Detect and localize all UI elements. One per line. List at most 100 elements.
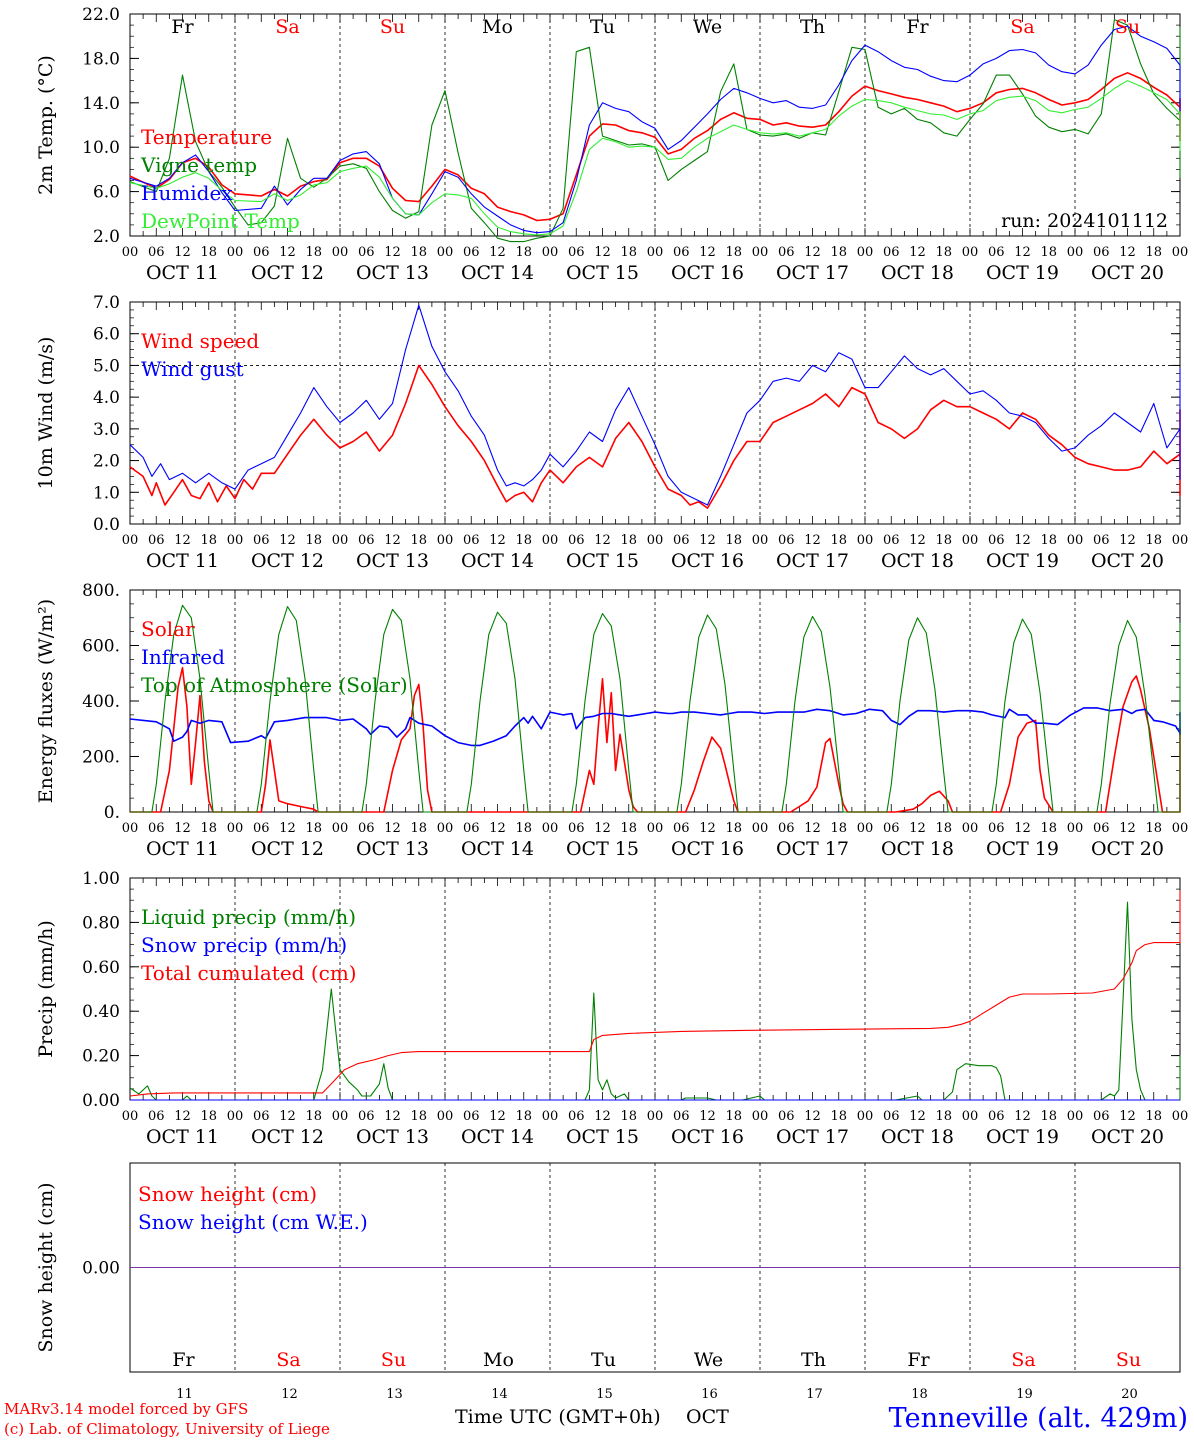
- hour-tick-label: 12: [804, 821, 821, 836]
- weekday-label-bottom: Tu: [591, 1349, 616, 1371]
- date-label: OCT 18: [881, 838, 954, 860]
- lab-credit: (c) Lab. of Climatology, University of L…: [4, 1420, 330, 1438]
- weekday-label-bottom: Sa: [276, 1349, 300, 1371]
- hour-tick-label: 18: [620, 821, 637, 836]
- hour-tick-label: 00: [227, 1109, 244, 1124]
- hour-tick-label: 18: [515, 245, 532, 260]
- date-label: OCT 15: [566, 838, 639, 860]
- y-tick-label: 0.20: [82, 1047, 120, 1067]
- date-label: OCT 19: [986, 838, 1059, 860]
- y-tick-label: 2.0: [93, 227, 120, 247]
- legend-entry: Snow height (cm W.E.): [138, 1210, 368, 1234]
- hour-tick-label: 00: [962, 245, 979, 260]
- hour-tick-label: 18: [200, 1109, 217, 1124]
- series-line-top-of-atmosphere-solar-: [130, 604, 1181, 813]
- hour-tick-label: 18: [620, 245, 637, 260]
- day-number-label: 16: [701, 1387, 718, 1402]
- hour-tick-label: 18: [725, 821, 742, 836]
- hour-tick-label: 00: [437, 533, 454, 548]
- hour-tick-label: 12: [174, 533, 191, 548]
- hour-tick-label: 12: [279, 245, 296, 260]
- hour-tick-label: 12: [384, 1109, 401, 1124]
- date-label: OCT 13: [356, 262, 429, 284]
- y-tick-label: 14.0: [82, 94, 120, 114]
- hour-tick-label: 06: [148, 1109, 165, 1124]
- hour-tick-label: 06: [148, 821, 165, 836]
- hour-tick-label: 18: [935, 821, 952, 836]
- hour-tick-label: 12: [279, 533, 296, 548]
- hour-tick-label: 06: [673, 533, 690, 548]
- date-label: OCT 18: [881, 550, 954, 572]
- hour-tick-label: 06: [568, 1109, 585, 1124]
- hour-tick-label: 00: [1172, 821, 1189, 836]
- hour-tick-label: 06: [463, 533, 480, 548]
- hour-tick-label: 12: [1014, 821, 1031, 836]
- date-label: OCT 16: [671, 838, 744, 860]
- hour-tick-label: 06: [253, 821, 270, 836]
- hour-tick-label: 00: [437, 1109, 454, 1124]
- weekday-label-bottom: Su: [381, 1349, 406, 1371]
- date-label: OCT 17: [776, 262, 849, 284]
- hour-tick-label: 06: [358, 245, 375, 260]
- weekday-label-bottom: Fr: [172, 1349, 195, 1371]
- hour-tick-label: 00: [1172, 1109, 1189, 1124]
- y-tick-label: 7.0: [93, 293, 120, 313]
- hour-tick-label: 06: [358, 821, 375, 836]
- day-number-label: 20: [1121, 1387, 1138, 1402]
- hour-tick-label: 00: [1067, 1109, 1084, 1124]
- hour-tick-label: 00: [542, 821, 559, 836]
- date-label: OCT 11: [146, 550, 219, 572]
- y-tick-label: 0.0: [93, 515, 120, 535]
- hour-tick-label: 00: [227, 533, 244, 548]
- weekday-label: Su: [1115, 16, 1140, 38]
- hour-tick-label: 00: [437, 821, 454, 836]
- hour-tick-label: 12: [804, 533, 821, 548]
- hour-tick-label: 06: [463, 821, 480, 836]
- legend-entry: Infrared: [141, 645, 225, 669]
- hour-tick-label: 00: [1067, 533, 1084, 548]
- hour-tick-label: 00: [752, 1109, 769, 1124]
- weekday-label: Mo: [482, 16, 513, 38]
- hour-tick-label: 12: [174, 245, 191, 260]
- y-tick-label: 1.00: [82, 869, 120, 889]
- day-number-label: 15: [596, 1387, 613, 1402]
- date-label: OCT 12: [251, 550, 324, 572]
- hour-tick-label: 06: [568, 245, 585, 260]
- hour-tick-label: 18: [410, 1109, 427, 1124]
- date-label: OCT 18: [881, 1126, 954, 1148]
- date-label: OCT 14: [461, 1126, 534, 1148]
- date-label: OCT 15: [566, 262, 639, 284]
- hour-tick-label: 18: [305, 821, 322, 836]
- hour-tick-label: 12: [594, 245, 611, 260]
- y-tick-label: 2.0: [93, 452, 120, 472]
- hour-tick-label: 00: [542, 245, 559, 260]
- hour-tick-label: 18: [725, 1109, 742, 1124]
- hour-tick-label: 06: [1093, 1109, 1110, 1124]
- run-label: run: 2024101112: [1001, 210, 1168, 232]
- hour-tick-label: 06: [988, 1109, 1005, 1124]
- date-label: OCT 14: [461, 262, 534, 284]
- y-tick-label: 6.0: [93, 183, 120, 203]
- x-axis-month: OCT: [686, 1406, 729, 1428]
- y-tick-label: 22.0: [82, 5, 120, 25]
- hour-tick-label: 12: [909, 533, 926, 548]
- hour-tick-label: 18: [830, 245, 847, 260]
- date-label: OCT 19: [986, 262, 1059, 284]
- hour-tick-label: 12: [909, 245, 926, 260]
- y-tick-label: 0.60: [82, 958, 120, 978]
- hour-tick-label: 18: [200, 245, 217, 260]
- hour-tick-label: 12: [279, 821, 296, 836]
- legend-entry: Vigne temp: [140, 153, 257, 177]
- date-label: OCT 12: [251, 838, 324, 860]
- legend-entry: Wind gust: [141, 357, 244, 381]
- hour-tick-label: 06: [463, 1109, 480, 1124]
- hour-tick-label: 18: [1145, 821, 1162, 836]
- y-tick-label: 0.80: [82, 913, 120, 933]
- hour-tick-label: 06: [778, 245, 795, 260]
- date-label: OCT 19: [986, 550, 1059, 572]
- hour-tick-label: 06: [673, 245, 690, 260]
- weekday-label: Fr: [906, 16, 929, 38]
- date-label: OCT 12: [251, 1126, 324, 1148]
- hour-tick-label: 06: [883, 821, 900, 836]
- hour-tick-label: 12: [384, 533, 401, 548]
